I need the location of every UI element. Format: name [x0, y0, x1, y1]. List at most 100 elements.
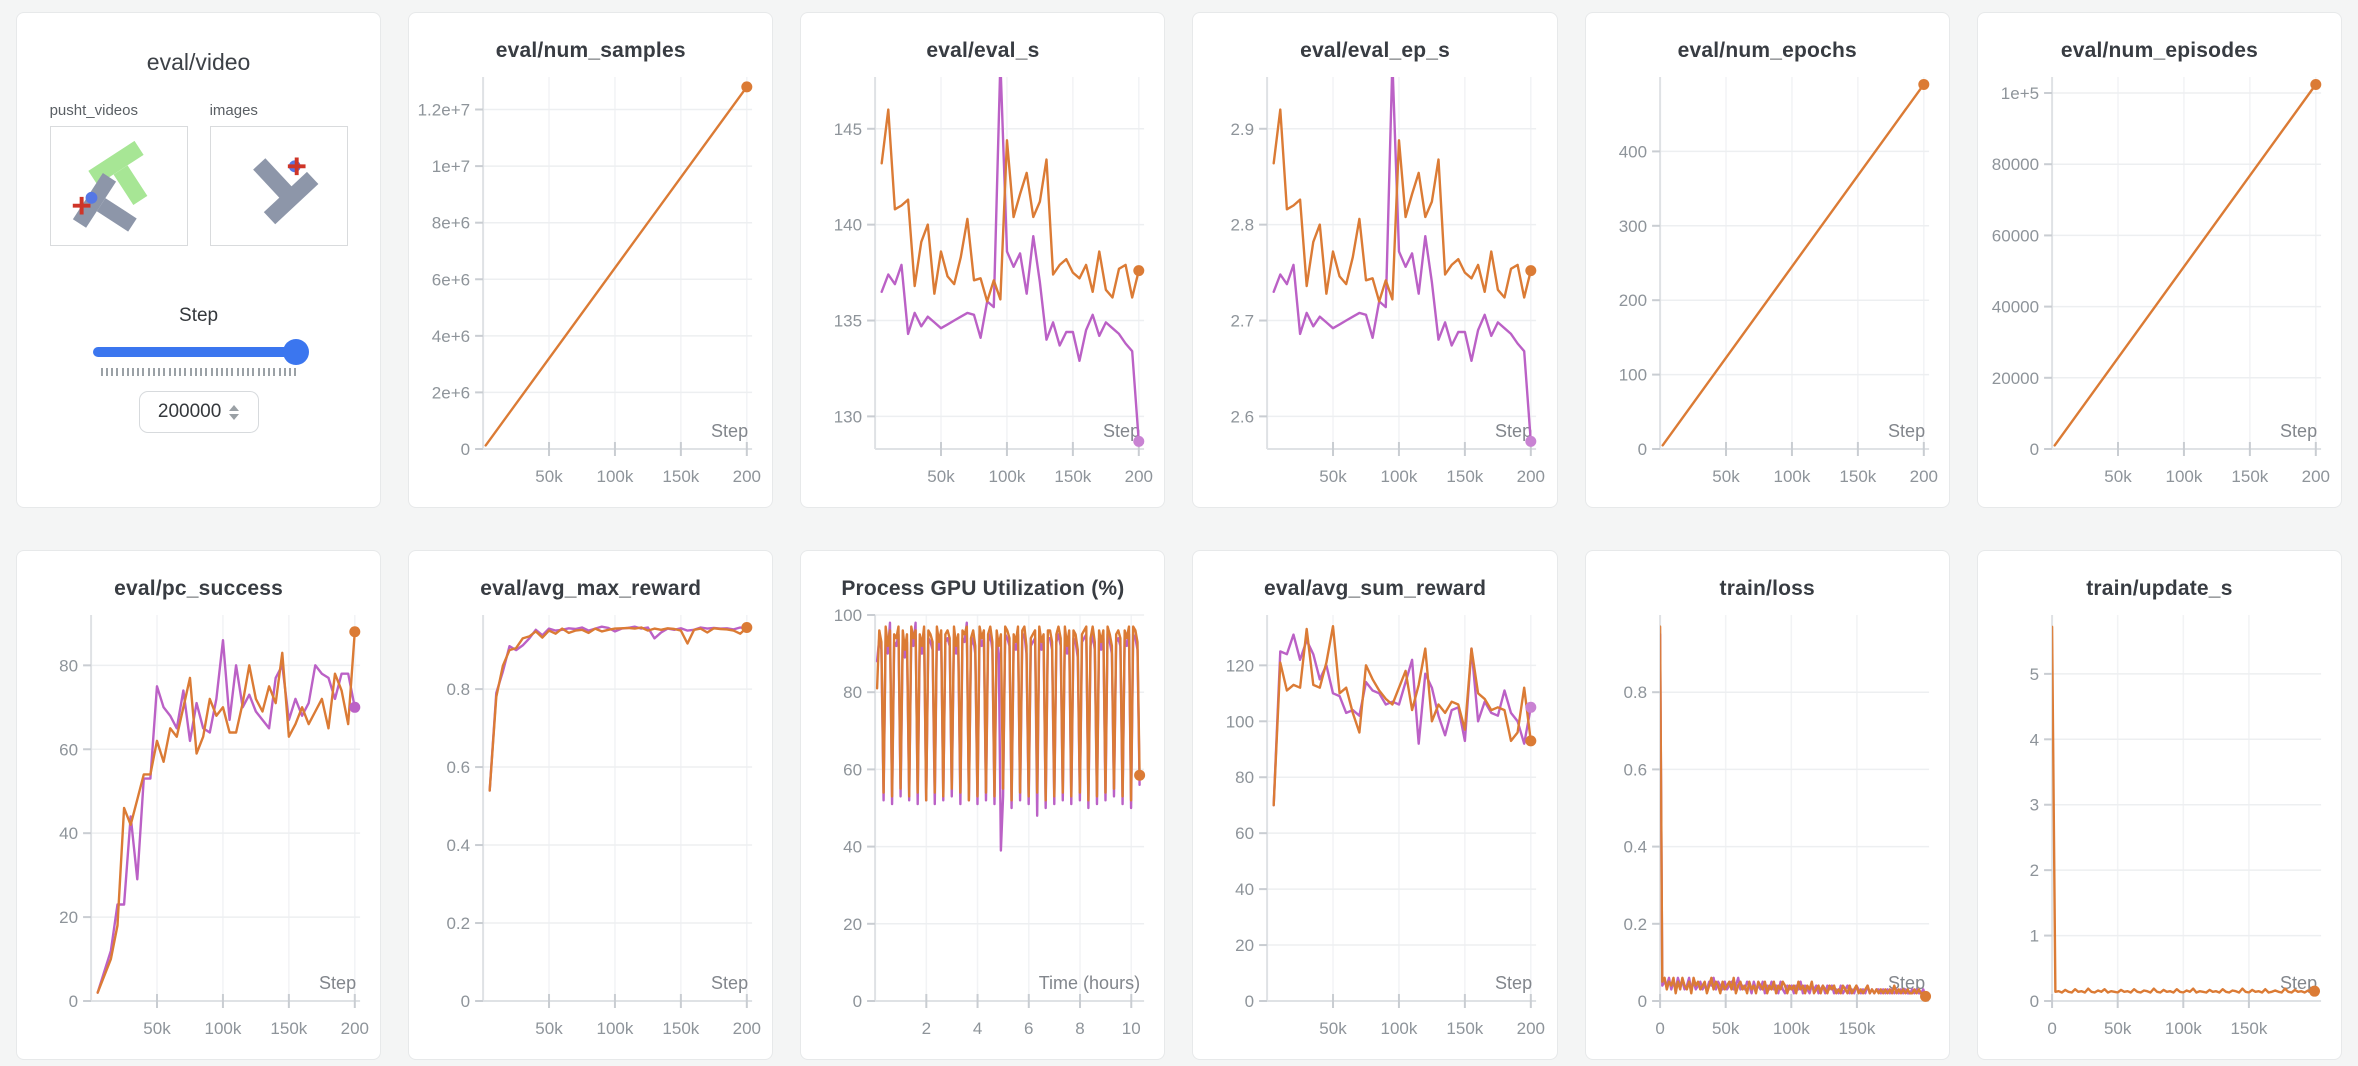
svg-text:0: 0 — [69, 992, 78, 1011]
panel-eval-pc-success[interactable]: eval/pc_success 0 20 40 60 80 50k 100k 150k 200 S… — [16, 550, 382, 1060]
green-t-shape-icon — [87, 140, 147, 205]
panel-eval-num-epochs[interactable]: eval/num_epochs 0 100 200 300 400 50k 100k 150k… — [1584, 12, 1950, 508]
svg-text:20: 20 — [59, 908, 78, 927]
stepper-up-icon[interactable] — [229, 404, 240, 411]
svg-text:50k: 50k — [928, 467, 956, 486]
svg-text:0: 0 — [1655, 1019, 1664, 1038]
thumbnail-caption: pusht_videos — [49, 102, 138, 119]
panel-train-update-s[interactable]: train/update_s 0 1 2 3 4 5 0 50k 100k 150k Step — [1976, 550, 2342, 1060]
step-slider-block: Step 200000 — [92, 305, 309, 433]
svg-text:80: 80 — [59, 656, 78, 675]
svg-text:40000: 40000 — [1992, 298, 2039, 317]
svg-text:4: 4 — [2029, 730, 2038, 749]
panel-eval-eval-s[interactable]: eval/eval_s 130 135 140 145 50k 100k 150k 200 St… — [800, 12, 1166, 508]
svg-text:60: 60 — [1236, 824, 1255, 843]
chart-title: eval/eval_s — [926, 39, 1040, 62]
step-slider-label: Step — [179, 305, 219, 326]
svg-text:0: 0 — [1637, 440, 1646, 459]
svg-text:Step: Step — [2280, 421, 2317, 441]
svg-text:50k: 50k — [2104, 467, 2132, 486]
svg-text:150k: 150k — [2230, 1019, 2267, 1038]
svg-text:2: 2 — [2029, 861, 2038, 880]
svg-text:0: 0 — [2047, 1019, 2056, 1038]
panel-gpu-utilization[interactable]: Process GPU Utilization (%) 0 20 40 60 80 100… — [800, 550, 1166, 1060]
svg-text:200: 200 — [1909, 467, 1937, 486]
line-chart-canvas[interactable]: 0 20000 40000 60000 80000 1e+5 50k 100k 150k 200 S… — [1978, 63, 2341, 507]
line-chart-canvas[interactable]: 0 20 40 60 80 100 120 50k 100k 150k 200 Step — [1193, 601, 1556, 1059]
line-chart-canvas[interactable]: 0 20 40 60 80 50k 100k 150k 200 Step — [17, 601, 380, 1059]
pusht-videos-thumbnail[interactable]: pusht_videos — [49, 102, 188, 251]
svg-text:140: 140 — [834, 216, 862, 235]
svg-text:100k: 100k — [1381, 467, 1418, 486]
svg-text:2.6: 2.6 — [1231, 407, 1255, 426]
svg-text:0.4: 0.4 — [447, 836, 471, 855]
svg-text:100k: 100k — [1381, 1019, 1418, 1038]
svg-text:50k: 50k — [1320, 467, 1348, 486]
line-chart-canvas[interactable]: 130 135 140 145 50k 100k 150k 200 Step — [801, 63, 1164, 507]
svg-text:0.2: 0.2 — [1623, 915, 1647, 934]
slider-track[interactable] — [92, 347, 305, 357]
goal-cross-icon — [72, 196, 91, 215]
svg-text:100k: 100k — [1773, 1019, 1810, 1038]
svg-text:50k: 50k — [1320, 1019, 1348, 1038]
step-value-input[interactable]: 200000 — [138, 391, 259, 433]
step-slider[interactable] — [92, 339, 309, 365]
line-chart-canvas[interactable]: 0 1 2 3 4 5 0 50k 100k 150k Step — [1978, 601, 2341, 1059]
svg-text:200: 200 — [1517, 1019, 1545, 1038]
image-frame-icon[interactable] — [209, 126, 348, 246]
panel-eval-avg-max-reward[interactable]: eval/avg_max_reward 0 0.2 0.4 0.6 0.8 50k 100k… — [408, 550, 774, 1060]
svg-text:135: 135 — [834, 312, 862, 331]
panel-eval-avg-sum-reward[interactable]: eval/avg_sum_reward 0 20 40 60 80 100 120 50k 10… — [1192, 550, 1558, 1060]
panel-eval-eval-ep-s[interactable]: eval/eval_ep_s 2.6 2.7 2.8 2.9 50k 100k 150k 20… — [1192, 12, 1558, 508]
line-chart-canvas[interactable]: 0 0.2 0.4 0.6 0.8 0 50k 100k 150k Step — [1586, 601, 1949, 1059]
svg-text:1: 1 — [2029, 927, 2038, 946]
svg-text:Step: Step — [1103, 421, 1140, 441]
panel-eval-num-samples[interactable]: eval/num_samples 0 2e+6 4e+6 6e+6 8e+6 1e+7 1.… — [408, 12, 774, 508]
slider-thumb[interactable] — [282, 339, 309, 365]
chart-title: Process GPU Utilization (%) — [841, 577, 1125, 600]
svg-text:5: 5 — [2029, 665, 2038, 684]
chart-title: eval/num_epochs — [1677, 39, 1857, 62]
step-value: 200000 — [157, 401, 222, 422]
svg-text:Step: Step — [1888, 421, 1925, 441]
svg-text:2.9: 2.9 — [1231, 120, 1255, 139]
svg-text:50k: 50k — [1712, 467, 1740, 486]
images-thumbnail[interactable]: images — [209, 102, 348, 251]
agent-dot-icon — [85, 191, 97, 204]
svg-text:400: 400 — [1618, 142, 1646, 161]
svg-text:200: 200 — [1618, 291, 1646, 310]
panel-eval-video[interactable]: eval/video pusht_videos — [16, 12, 382, 508]
svg-text:Step: Step — [319, 973, 356, 993]
svg-text:100k: 100k — [597, 467, 634, 486]
line-chart-canvas[interactable]: 0 2e+6 4e+6 6e+6 8e+6 1e+7 1.2e+7 50k 100k 150k 20… — [409, 63, 772, 507]
svg-text:0: 0 — [2029, 440, 2038, 459]
svg-text:2.8: 2.8 — [1231, 216, 1255, 235]
line-chart-canvas[interactable]: 0 100 200 300 400 50k 100k 150k 200 Step — [1586, 63, 1949, 507]
stepper-down-icon[interactable] — [229, 413, 240, 420]
chart-title: eval/avg_sum_reward — [1264, 577, 1487, 600]
svg-text:20: 20 — [843, 915, 862, 934]
svg-text:150k: 150k — [270, 1019, 307, 1038]
panel-train-loss[interactable]: train/loss 0 0.2 0.4 0.6 0.8 0 50k 100k 150k Step — [1584, 550, 1950, 1060]
svg-text:2: 2 — [922, 1019, 931, 1038]
svg-text:80: 80 — [1236, 768, 1255, 787]
panel-eval-num-episodes[interactable]: eval/num_episodes 0 20000 40000 60000 80000 1… — [1976, 12, 2342, 508]
svg-text:Step: Step — [711, 973, 748, 993]
chart-title: train/update_s — [2086, 577, 2233, 600]
line-chart-canvas[interactable]: 0 20 40 60 80 100 2 4 6 8 10 Time (hours) — [801, 601, 1164, 1059]
svg-text:Step: Step — [711, 421, 748, 441]
svg-text:60000: 60000 — [1992, 226, 2039, 245]
svg-text:100k: 100k — [1773, 467, 1810, 486]
svg-text:150k: 150k — [1447, 1019, 1484, 1038]
svg-text:100k: 100k — [989, 467, 1026, 486]
pusht-video-frame-icon[interactable] — [49, 126, 188, 246]
svg-text:0.8: 0.8 — [1623, 683, 1647, 702]
line-chart-canvas[interactable]: 0 0.2 0.4 0.6 0.8 50k 100k 150k 200 Step — [409, 601, 772, 1059]
chart-title: eval/num_samples — [495, 39, 686, 62]
svg-text:0: 0 — [461, 440, 470, 459]
gray-t-shape-icon — [252, 158, 318, 225]
svg-text:10: 10 — [1122, 1019, 1141, 1038]
line-chart-canvas[interactable]: 2.6 2.7 2.8 2.9 50k 100k 150k 200 Step — [1193, 63, 1556, 507]
svg-text:Step: Step — [1888, 973, 1925, 993]
